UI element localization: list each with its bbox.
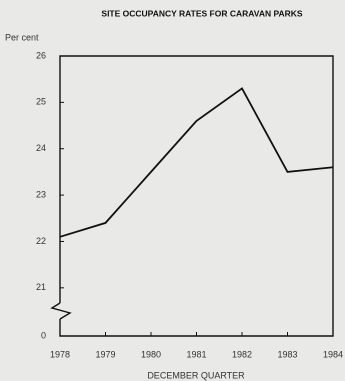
y-tick-label: 0 [41,330,46,340]
x-tick-label: 1984 [323,349,343,359]
y-tick-label: 22 [36,236,46,246]
x-tick-label: 1983 [277,349,297,359]
x-tick-label: 1981 [186,349,206,359]
y-tick-label: 24 [36,143,46,153]
y-tick-label: 25 [36,97,46,107]
axis-break [50,302,72,320]
y-axis-label: Per cent [5,32,39,42]
data-line [59,87,334,238]
chart-title: SITE OCCUPANCY RATES FOR CARAVAN PARKS [101,8,303,18]
y-tick-label: 21 [36,282,46,292]
x-tick-label: 1982 [232,349,252,359]
y-tick-label: 26 [36,50,46,60]
x-tick-label: 1979 [95,349,115,359]
x-tick-label: 1978 [50,349,70,359]
x-tick-label: 1980 [141,349,161,359]
y-tick-label: 23 [36,189,46,199]
axis-frame [59,55,334,337]
x-axis-label: DECEMBER QUARTER [147,370,245,380]
